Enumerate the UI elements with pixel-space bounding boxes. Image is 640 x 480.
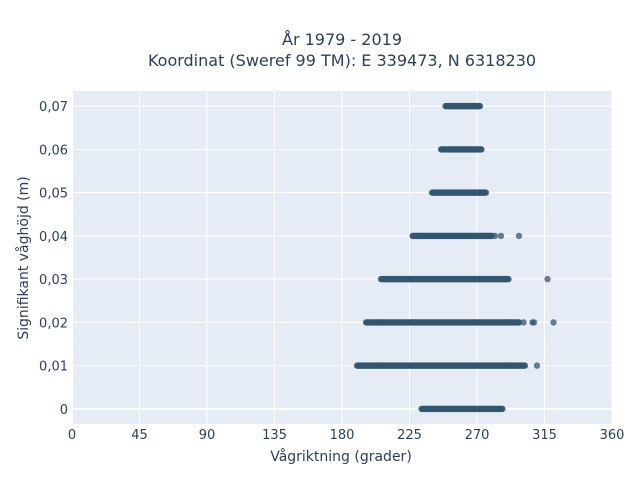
- x-tick-label: 90: [199, 428, 216, 443]
- data-band: [418, 405, 506, 413]
- data-point: [476, 102, 484, 110]
- x-tick-label: 360: [600, 428, 625, 443]
- data-point: [478, 146, 485, 153]
- x-tick-label: 135: [262, 428, 287, 443]
- y-tick-label: 0,04: [39, 230, 68, 245]
- data-point: [482, 189, 490, 196]
- chart-subtitle: Koordinat (Sweref 99 TM): E 339473, N 63…: [148, 51, 536, 70]
- y-axis-title: Signifikant våghöjd (m): [15, 176, 32, 339]
- data-band: [437, 146, 485, 153]
- data-point-outlier: [520, 319, 527, 326]
- x-axis-ticks: 0 45 90 135 180 225 270 315 360: [68, 428, 625, 443]
- data-band: [353, 362, 541, 369]
- data-point: [521, 362, 529, 369]
- data-point-outlier: [515, 232, 523, 240]
- chart-title: År 1979 - 2019: [282, 30, 402, 49]
- data-point-outlier: [544, 275, 551, 283]
- data-band: [442, 102, 484, 110]
- data-band: [409, 232, 523, 240]
- x-tick-label: 45: [131, 428, 148, 443]
- y-tick-label: 0,06: [39, 143, 68, 158]
- data-point-outlier: [533, 362, 541, 369]
- y-tick-label: 0,07: [39, 100, 68, 115]
- y-tick-label: 0,02: [39, 316, 68, 331]
- x-tick-label: 315: [532, 428, 557, 443]
- data-point: [515, 319, 523, 326]
- data-band: [377, 275, 551, 283]
- x-axis-title: Vågriktning (grader): [270, 448, 412, 465]
- x-tick-label: 270: [465, 428, 490, 443]
- x-tick-label: 180: [330, 428, 355, 443]
- y-tick-label: 0: [60, 403, 68, 418]
- data-point: [505, 275, 512, 283]
- y-tick-label: 0,01: [39, 360, 68, 375]
- data-band: [362, 319, 557, 326]
- data-points: [353, 102, 557, 413]
- y-tick-label: 0,05: [39, 187, 68, 202]
- data-point-outlier: [497, 232, 505, 240]
- x-tick-label: 225: [397, 428, 422, 443]
- x-tick-label: 0: [68, 428, 76, 443]
- data-point-outlier: [530, 319, 538, 326]
- y-tick-label: 0,03: [39, 273, 68, 288]
- data-point-outlier: [550, 319, 557, 326]
- y-axis-ticks: 0 0,01 0,02 0,03 0,04 0,05 0,06 0,07: [39, 100, 68, 418]
- data-band: [428, 189, 490, 196]
- data-point: [499, 405, 506, 413]
- data-point-outlier: [491, 232, 499, 240]
